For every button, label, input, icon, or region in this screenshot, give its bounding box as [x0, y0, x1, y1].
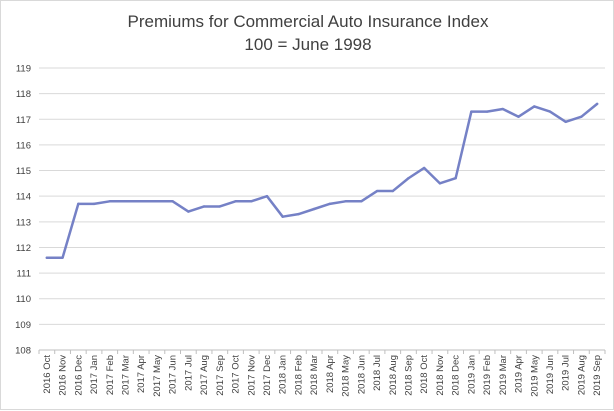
x-tick-label: 2017 Feb — [105, 355, 116, 395]
y-axis-ticks: 108 109 110 111 112 113 114 115 116 117 118 119 — [15, 64, 31, 357]
x-tick-label: 2018 Jul — [372, 355, 383, 391]
x-tick-label: 2017 Sep — [215, 355, 226, 396]
data-point — [45, 256, 49, 259]
x-tick-label: 2017 Jul — [183, 355, 194, 391]
x-tick-label: 2018 Mar — [309, 355, 320, 395]
data-point — [595, 102, 599, 106]
x-axis-ticks: 2016 Oct 2016 Nov 2016 Dec 2017 Jan 2017 Feb… — [38, 350, 606, 397]
data-point — [124, 200, 127, 203]
x-tick-label: 2017 Apr — [136, 355, 147, 393]
data-point — [533, 105, 536, 108]
data-point — [77, 202, 80, 206]
x-tick-label: 2017 Dec — [262, 355, 273, 396]
x-tick-label: 2018 Apr — [325, 355, 336, 393]
x-tick-label: 2018 May — [341, 355, 352, 397]
data-point — [234, 200, 237, 203]
data-point — [375, 189, 379, 193]
data-point — [344, 200, 347, 203]
data-point — [470, 110, 473, 113]
data-point — [454, 177, 457, 180]
x-tick-label: 2017 Aug — [199, 355, 210, 395]
data-point — [61, 256, 64, 259]
data-point — [218, 205, 222, 208]
x-tick-label: 2017 Oct — [231, 355, 242, 394]
y-tick-label: 119 — [16, 64, 31, 75]
y-tick-label: 118 — [16, 89, 31, 100]
y-tick-label: 109 — [15, 320, 31, 331]
gridlines — [39, 67, 605, 351]
data-point — [438, 182, 442, 185]
x-tick-label: 2017 Jan — [89, 355, 100, 394]
y-tick-label: 110 — [16, 294, 31, 305]
y-tick-label: 116 — [16, 140, 31, 151]
x-tick-label: 2019 Jul — [561, 355, 572, 391]
x-tick-label: 2019 Apr — [514, 355, 525, 393]
data-point — [485, 110, 489, 113]
data-point — [328, 202, 332, 206]
data-point — [187, 210, 190, 213]
x-tick-label: 2018 Dec — [451, 355, 462, 396]
chart-subtitle: 100 = June 1998 — [244, 35, 371, 54]
x-tick-label: 2019 Mar — [498, 355, 509, 395]
x-tick-label: 2017 May — [152, 355, 163, 397]
data-point — [108, 200, 111, 203]
x-tick-label: 2019 Feb — [482, 355, 493, 395]
data-point — [171, 200, 174, 203]
x-tick-label: 2018 Jun — [356, 355, 367, 394]
x-tick-label: 2019 Jan — [466, 355, 477, 394]
data-point — [297, 212, 300, 216]
data-point — [564, 120, 567, 124]
data-point — [580, 115, 583, 118]
x-tick-label: 2019 Aug — [576, 355, 587, 395]
x-tick-label: 2016 Oct — [42, 355, 53, 394]
data-point — [312, 207, 316, 211]
series-line-0 — [45, 102, 599, 259]
data-point — [281, 215, 284, 218]
x-tick-label: 2019 Sep — [592, 355, 603, 396]
x-tick-label: 2018 Oct — [419, 355, 430, 394]
y-tick-label: 108 — [15, 346, 31, 357]
x-tick-label: 2016 Dec — [73, 355, 84, 396]
data-point — [202, 205, 206, 208]
data-point — [265, 194, 269, 198]
data-point — [92, 202, 96, 206]
x-tick-label: 2019 Jun — [545, 355, 556, 394]
x-tick-label: 2017 Nov — [246, 355, 257, 396]
data-point — [250, 200, 253, 203]
data-point — [501, 107, 505, 111]
y-tick-label: 117 — [16, 115, 31, 126]
data-point — [548, 110, 552, 113]
y-tick-label: 114 — [16, 192, 31, 203]
x-tick-label: 2018 Nov — [435, 355, 446, 396]
data-point — [155, 200, 159, 203]
x-tick-label: 2019 May — [529, 355, 540, 397]
x-tick-label: 2017 Jun — [168, 355, 179, 394]
y-tick-label: 111 — [17, 269, 31, 280]
data-point — [407, 177, 410, 180]
x-tick-label: 2018 Jan — [278, 355, 289, 394]
data-point — [517, 115, 520, 118]
x-tick-label: 2017 Mar — [120, 355, 131, 395]
x-tick-label: 2018 Aug — [388, 355, 399, 395]
data-point — [422, 166, 426, 170]
x-tick-label: 2016 Nov — [58, 355, 69, 396]
x-tick-label: 2018 Feb — [293, 355, 304, 395]
series-layer — [45, 102, 599, 259]
y-tick-label: 112 — [16, 243, 31, 254]
x-tick-label: 2018 Sep — [403, 355, 414, 396]
y-tick-label: 113 — [16, 217, 31, 228]
data-point — [360, 200, 363, 203]
data-point — [391, 189, 394, 193]
y-tick-label: 115 — [16, 166, 31, 177]
data-point — [139, 200, 143, 203]
chart-title: Premiums for Commercial Auto Insurance I… — [128, 12, 489, 31]
